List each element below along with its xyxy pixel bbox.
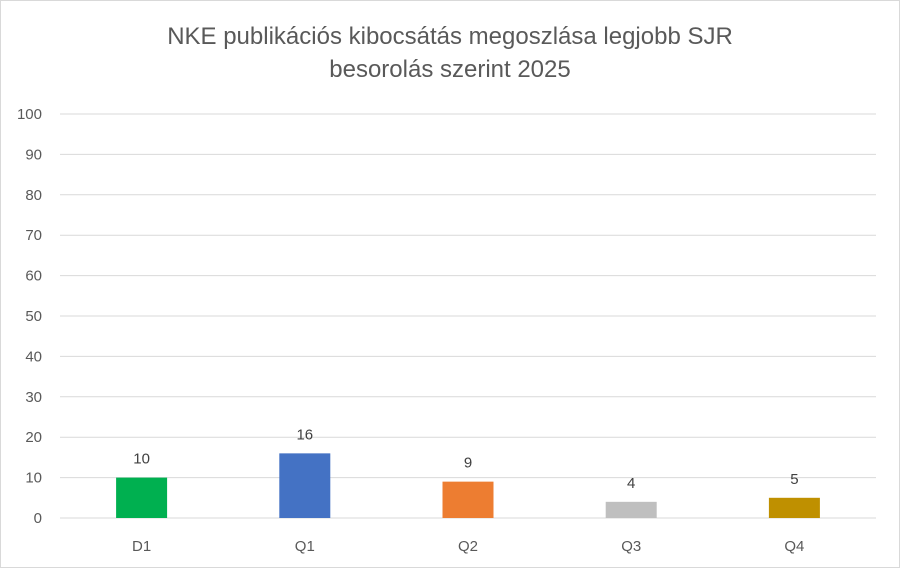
y-tick-label: 90 bbox=[25, 146, 42, 163]
bar-q2 bbox=[442, 481, 494, 518]
y-tick-label: 50 bbox=[25, 308, 42, 325]
bar-q1 bbox=[279, 453, 331, 518]
data-label-q1: 16 bbox=[296, 426, 313, 443]
bars bbox=[116, 453, 820, 518]
data-label-q4: 5 bbox=[790, 471, 798, 488]
chart-title: NKE publikációs kibocsátás megoszlása le… bbox=[0, 20, 900, 86]
data-label-q2: 9 bbox=[464, 455, 472, 472]
x-tick-label-d1: D1 bbox=[132, 538, 151, 555]
x-tick-label-q2: Q2 bbox=[458, 538, 478, 555]
bar-q4 bbox=[768, 497, 820, 518]
x-tick-label-q1: Q1 bbox=[295, 538, 315, 555]
y-tick-label: 70 bbox=[25, 227, 42, 244]
x-tick-label-q4: Q4 bbox=[784, 538, 804, 555]
y-axis-ticks: 0 10 20 30 40 50 60 70 80 90 100 bbox=[17, 106, 42, 527]
chart-title-line1: NKE publikációs kibocsátás megoszlása le… bbox=[167, 23, 733, 50]
y-tick-label: 100 bbox=[17, 106, 42, 123]
x-axis-ticks: D1 Q1 Q2 Q3 Q4 bbox=[132, 538, 804, 555]
bar-q3 bbox=[605, 501, 657, 518]
gridlines bbox=[60, 113, 876, 519]
y-tick-label: 0 bbox=[34, 510, 42, 527]
y-tick-label: 30 bbox=[25, 389, 42, 406]
y-tick-label: 80 bbox=[25, 187, 42, 204]
data-label-q3: 4 bbox=[627, 475, 635, 492]
y-tick-label: 60 bbox=[25, 268, 42, 285]
y-tick-label: 10 bbox=[25, 470, 42, 487]
data-labels: 10 16 9 4 5 bbox=[133, 426, 798, 491]
bar-d1 bbox=[116, 477, 168, 518]
y-tick-label: 40 bbox=[25, 348, 42, 365]
y-tick-label: 20 bbox=[25, 429, 42, 446]
chart-title-line2: besorolás szerint 2025 bbox=[329, 56, 571, 83]
x-tick-label-q3: Q3 bbox=[621, 538, 641, 555]
data-label-d1: 10 bbox=[133, 451, 150, 468]
